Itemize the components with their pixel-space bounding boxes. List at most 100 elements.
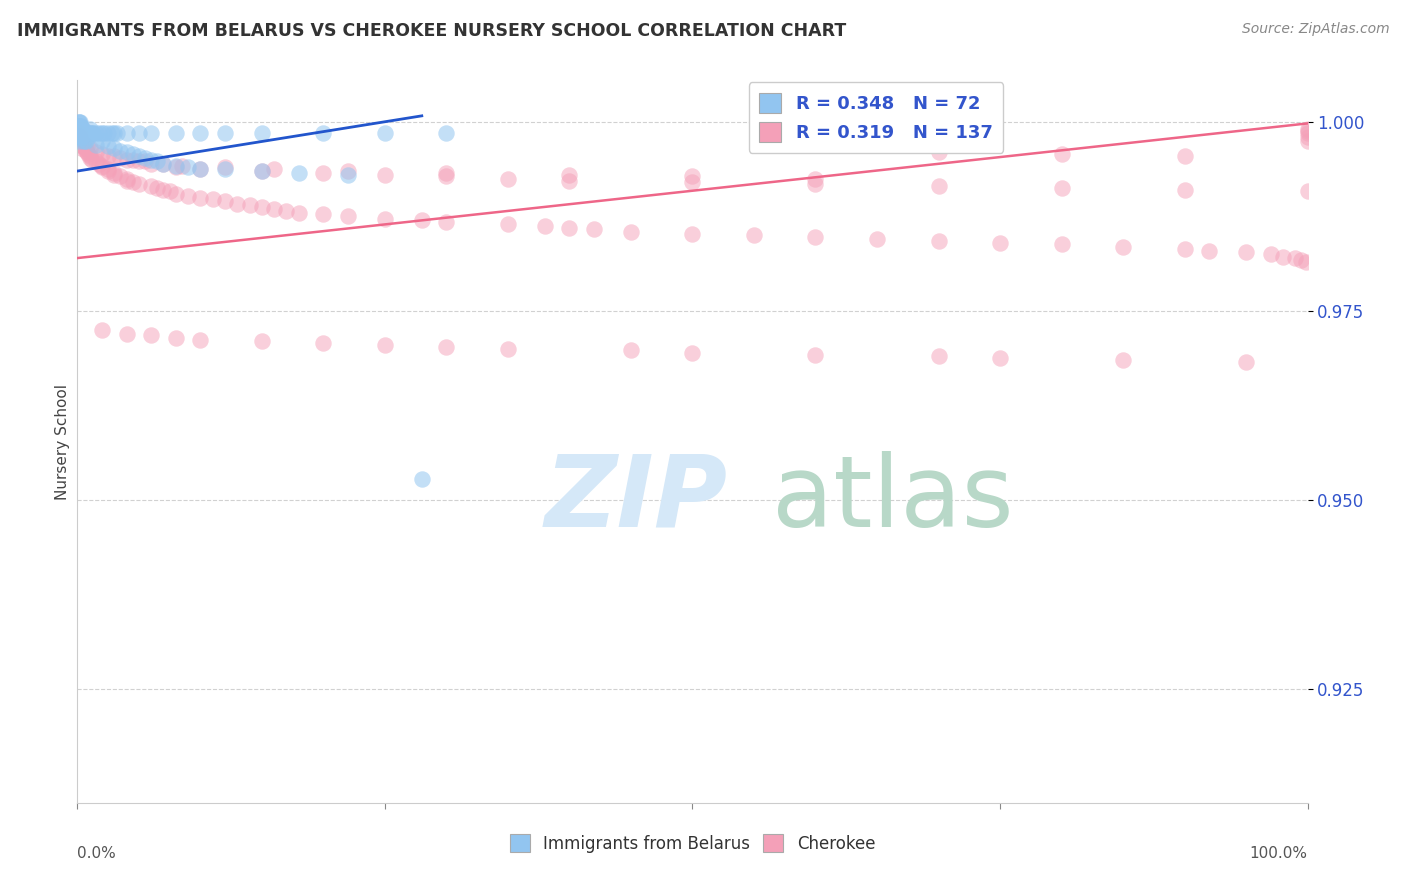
Point (1050, 237, 1073, 252)
Point (90, 323, 114, 337)
Point (79, 151, 101, 165)
Point (1272, 250, 1295, 264)
Point (97, 161, 120, 176)
Point (250, 164, 273, 178)
Point (84, 154, 107, 169)
Point (928, 350, 950, 364)
Point (103, 126, 125, 140)
Point (75, 144, 97, 158)
Point (620, 225, 643, 239)
Point (159, 185, 181, 199)
Point (90, 134, 114, 148)
Point (90, 126, 114, 140)
Point (177, 189, 200, 203)
Point (250, 126, 273, 140)
Point (1284, 251, 1306, 265)
Point (69, 130, 91, 145)
Point (128, 149, 150, 163)
Point (67, 134, 90, 148)
Point (165, 186, 187, 201)
Point (682, 176, 704, 190)
Point (90, 146, 114, 161)
Point (121, 146, 143, 161)
Point (128, 177, 150, 191)
Point (312, 335, 335, 350)
Point (110, 144, 132, 158)
Point (1050, 181, 1073, 195)
Point (67, 119, 90, 133)
Point (69, 130, 91, 145)
Text: IMMIGRANTS FROM BELARUS VS CHEROKEE NURSERY SCHOOL CORRELATION CHART: IMMIGRANTS FROM BELARUS VS CHEROKEE NURS… (17, 22, 846, 40)
Point (1112, 240, 1135, 254)
Point (496, 217, 519, 231)
Point (82, 126, 104, 140)
Point (165, 330, 187, 344)
Point (411, 213, 433, 227)
Point (177, 161, 200, 175)
Point (226, 196, 249, 211)
Text: 100.0%: 100.0% (1250, 847, 1308, 861)
Point (70, 126, 93, 140)
Point (436, 215, 458, 229)
Point (89, 156, 111, 170)
Point (682, 169, 704, 184)
Point (80, 126, 103, 140)
Point (93, 126, 115, 140)
Text: Source: ZipAtlas.com: Source: ZipAtlas.com (1241, 22, 1389, 37)
Text: atlas: atlas (772, 450, 1014, 548)
Point (67, 130, 90, 145)
Point (141, 156, 163, 170)
Point (188, 126, 212, 140)
Point (67, 122, 90, 136)
Point (1296, 185, 1319, 199)
Point (239, 198, 262, 212)
Point (165, 159, 187, 173)
Point (1260, 247, 1282, 261)
Point (250, 200, 273, 214)
Point (496, 171, 519, 186)
Point (70, 130, 93, 145)
Point (288, 166, 311, 180)
Point (115, 174, 138, 188)
Point (1198, 244, 1220, 258)
Point (141, 126, 163, 140)
Point (188, 161, 212, 176)
Point (70, 130, 93, 145)
Point (79, 141, 101, 155)
Point (620, 343, 643, 358)
Point (73, 126, 96, 140)
Point (682, 227, 704, 241)
Point (72, 126, 94, 140)
Point (496, 342, 519, 356)
Y-axis label: Nursery School: Nursery School (55, 384, 70, 500)
Point (188, 161, 212, 176)
Point (110, 151, 132, 165)
Point (115, 153, 138, 167)
Point (79, 149, 101, 163)
Point (67, 122, 90, 136)
Point (804, 230, 827, 244)
Point (115, 145, 138, 160)
Point (1234, 245, 1257, 260)
Point (1174, 242, 1197, 256)
Point (76, 145, 98, 160)
Point (276, 204, 298, 219)
Point (70, 119, 93, 133)
Point (70, 126, 93, 140)
Point (69, 126, 91, 140)
Point (250, 334, 273, 349)
Point (101, 126, 124, 140)
Point (72, 134, 94, 148)
Point (928, 145, 950, 160)
Point (436, 126, 458, 140)
Point (115, 126, 138, 140)
Point (67, 126, 90, 140)
Point (70, 134, 93, 148)
Point (374, 338, 396, 352)
Point (1174, 183, 1197, 197)
Legend: Immigrants from Belarus, Cherokee: Immigrants from Belarus, Cherokee (503, 828, 882, 860)
Point (337, 210, 360, 224)
Point (128, 154, 150, 169)
Point (97, 149, 120, 163)
Point (1291, 252, 1313, 267)
